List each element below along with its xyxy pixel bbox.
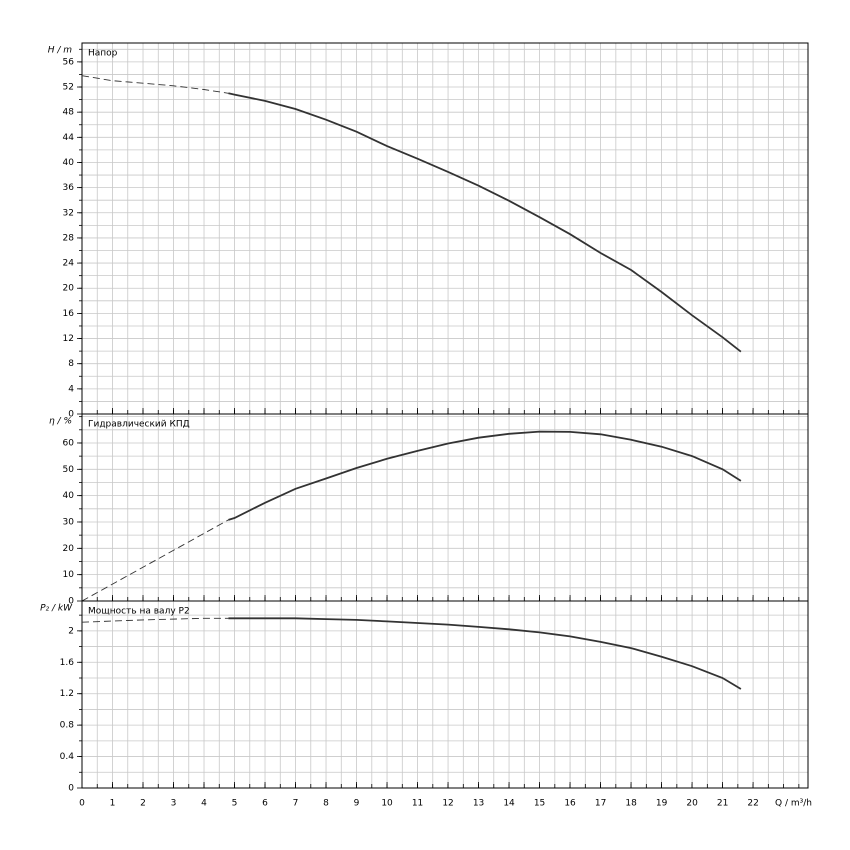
x-tick-label: 14 [503,799,515,809]
y-tick-label: 10 [63,570,75,580]
y-tick-label: 1.2 [60,689,74,699]
y-tick-label: 4 [68,384,74,394]
panel-annotation: Мощность на валу P2 [88,607,190,617]
y-tick-label: 8 [68,359,74,369]
x-tick-label: 9 [354,799,360,809]
x-tick-label: 4 [201,799,207,809]
x-tick-label: 22 [747,799,758,809]
y-tick-label: 30 [63,517,75,527]
plot-frame [81,600,809,789]
y-tick-label: 40 [63,158,75,168]
y-tick-label: 40 [63,491,75,501]
curve [81,519,229,602]
curve [81,617,229,623]
x-tick-label: 12 [442,799,453,809]
x-tick-label: 1 [110,799,116,809]
x-tick-label: 19 [656,799,668,809]
curve [228,92,742,353]
x-tick-label: 3 [171,799,177,809]
y-tick-label: 0 [68,597,74,607]
y-tick-label: 28 [63,233,75,243]
plot-frame [81,413,809,602]
x-tick-label: 0 [79,799,85,809]
y-tick-label: 0.4 [60,752,75,762]
curve [228,617,742,690]
x-tick-label: 2 [140,799,146,809]
y-tick-label: 0 [68,410,74,420]
y-tick-label: 60 [63,438,75,448]
y-axis-label: P₂ / kW [40,604,73,614]
y-tick-label: 44 [63,133,75,143]
y-tick-label: 12 [63,334,74,344]
y-tick-label: 0.8 [60,721,75,731]
y-tick-label: 32 [63,208,74,218]
y-tick-label: 56 [63,57,75,67]
y-tick-label: 50 [63,465,75,475]
x-tick-label: 7 [293,799,299,809]
y-axis-label: η / % [49,417,72,427]
x-tick-label: 10 [381,799,393,809]
x-tick-label: 18 [625,799,637,809]
y-tick-label: 0 [68,784,74,794]
y-axis-label: H / m [48,46,73,56]
y-tick-label: 52 [63,83,74,93]
y-tick-label: 20 [63,284,75,294]
panel-annotation: Напор [88,49,118,59]
x-tick-label: 11 [412,799,423,809]
curve [81,75,229,94]
y-tick-label: 20 [63,544,75,554]
y-tick-label: 2 [68,626,74,636]
x-tick-label: 15 [534,799,545,809]
x-tick-label: 5 [232,799,238,809]
x-axis-label: Q / m³/h [775,799,812,809]
y-tick-label: 16 [63,309,75,319]
panel-annotation: Гидравлический КПД [88,420,190,430]
y-tick-label: 1.6 [60,658,75,668]
x-tick-label: 20 [686,799,698,809]
x-tick-label: 8 [323,799,329,809]
x-tick-label: 17 [595,799,606,809]
y-tick-label: 24 [63,259,75,269]
x-tick-label: 6 [262,799,268,809]
plot-frame [81,42,809,415]
y-tick-label: 48 [63,108,75,118]
x-tick-label: 13 [473,799,484,809]
x-tick-label: 21 [717,799,728,809]
y-tick-label: 36 [63,183,75,193]
x-tick-label: 16 [564,799,576,809]
curve [228,430,742,521]
